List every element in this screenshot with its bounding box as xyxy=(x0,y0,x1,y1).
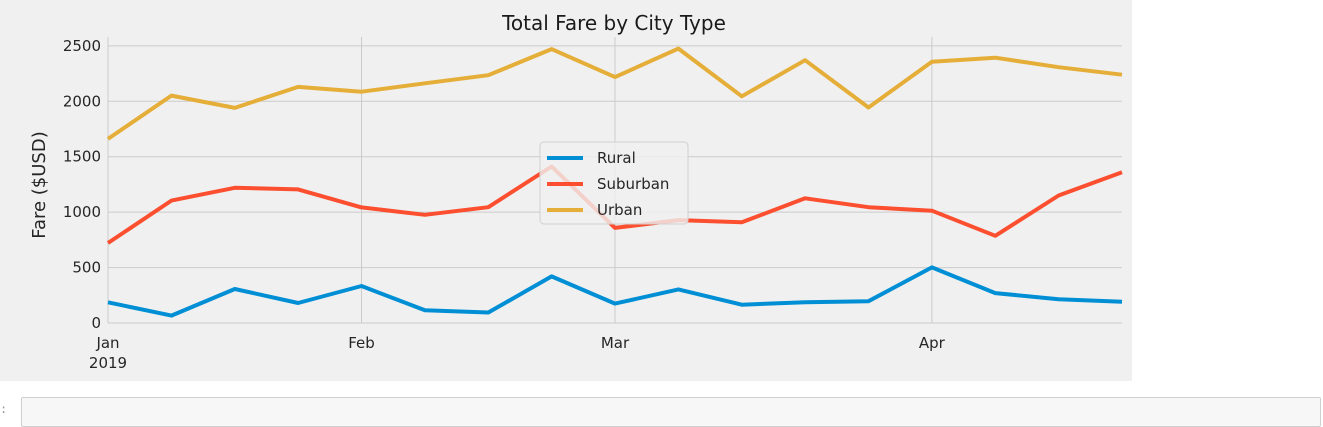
x-tick-sublabel: 2019 xyxy=(89,354,127,372)
y-tick-label: 500 xyxy=(72,259,101,277)
series-line-rural xyxy=(107,265,1123,318)
x-tick-label: Apr xyxy=(919,334,946,352)
y-axis-label: Fare ($USD) xyxy=(29,131,50,239)
chart-title: Total Fare by City Type xyxy=(501,11,726,35)
y-tick-label: 2500 xyxy=(63,37,101,55)
legend-label-suburban: Suburban xyxy=(597,175,669,193)
x-tick-label: Jan xyxy=(95,334,119,352)
series-line-urban xyxy=(106,46,1123,141)
legend-label-urban: Urban xyxy=(597,201,642,219)
cell-prompt: : xyxy=(0,402,8,416)
code-cell-input[interactable] xyxy=(21,397,1321,427)
x-tick-label: Feb xyxy=(348,334,375,352)
y-tick-label: 1500 xyxy=(63,148,101,166)
legend-box xyxy=(539,141,689,225)
series-lines xyxy=(106,46,1123,318)
x-tick-label: Mar xyxy=(601,334,630,352)
legend: Rural Suburban Urban xyxy=(539,141,689,225)
y-tick-label: 1000 xyxy=(63,203,101,221)
legend-label-rural: Rural xyxy=(597,149,636,167)
y-tick-label: 2000 xyxy=(63,92,101,110)
line-chart: Total Fare by City Type Fare ($USD) 0 500… xyxy=(29,11,1123,372)
series-line-suburban xyxy=(106,164,1123,245)
tick-labels: 0 500 1000 1500 2000 2500 Jan 2019 Feb Mar Apr xyxy=(63,37,946,372)
y-tick-label: 0 xyxy=(91,314,101,332)
figure: Total Fare by City Type Fare ($USD) 0 500… xyxy=(0,0,1132,381)
